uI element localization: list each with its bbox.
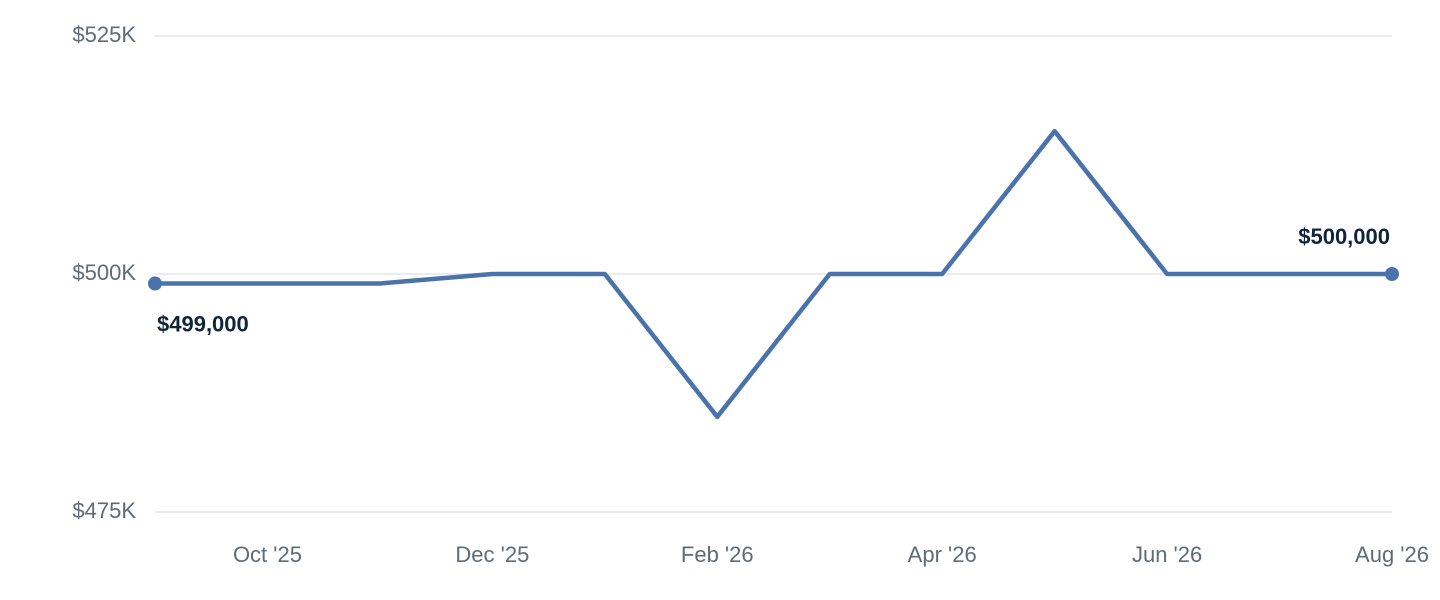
endpoint-marker	[1385, 267, 1399, 281]
data-label: $499,000	[157, 311, 249, 336]
x-tick-label: Apr '26	[908, 542, 977, 567]
series-group	[148, 128, 1399, 420]
y-tick-label: $475K	[72, 498, 136, 523]
x-axis: Oct '25 Dec '25 Feb '26 Apr '26 Jun '26 Aug '…	[233, 542, 1429, 567]
x-tick-label: Feb '26	[681, 542, 754, 567]
data-label: $500,000	[1298, 224, 1390, 249]
data-labels: $499,000 $500,000	[157, 224, 1390, 337]
x-tick-label: Oct '25	[233, 542, 302, 567]
x-tick-label: Aug '26	[1355, 542, 1429, 567]
x-tick-label: Dec '25	[455, 542, 529, 567]
y-tick-label: $500K	[72, 260, 136, 285]
series-line	[152, 128, 1395, 420]
x-tick-label: Jun '26	[1132, 542, 1202, 567]
y-axis: $475K $500K $525K	[72, 22, 136, 523]
y-tick-label: $525K	[72, 22, 136, 47]
endpoint-marker	[148, 276, 162, 291]
